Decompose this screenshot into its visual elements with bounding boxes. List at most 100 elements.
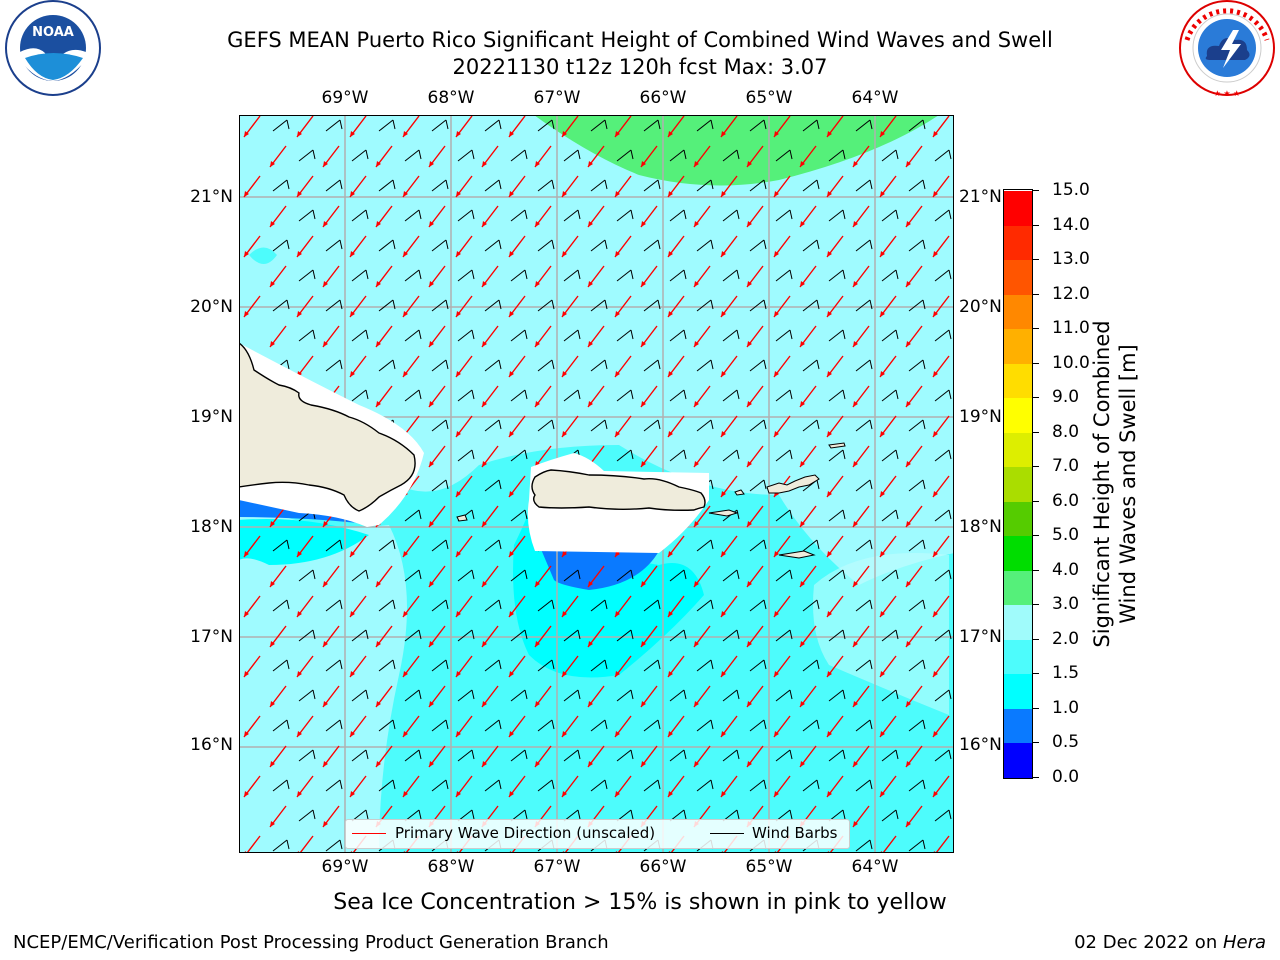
- wind-barb-staff: [908, 119, 923, 131]
- wind-barb-flag: [948, 449, 951, 459]
- wave-direction-arrowhead: [905, 160, 911, 167]
- wave-direction-arrowhead: [720, 250, 726, 257]
- wind-barb-flag: [630, 209, 633, 219]
- wind-barb-staff: [272, 539, 287, 551]
- wind-barb-flag: [551, 179, 554, 189]
- wave-direction-arrowhead: [587, 580, 593, 587]
- wind-barb-flag: [869, 599, 872, 609]
- wind-barb-flag: [524, 389, 527, 399]
- wind-barb-staff: [378, 719, 393, 731]
- colorbar-tick-mark: [1033, 259, 1039, 261]
- wave-direction-arrowhead: [428, 220, 434, 227]
- wind-barb-flag: [286, 659, 289, 669]
- wind-barb-flag: [657, 719, 660, 729]
- wave-direction-arrowhead: [693, 400, 699, 407]
- wind-barb-flag: [577, 809, 580, 819]
- wind-barb-flag: [922, 119, 925, 129]
- wind-barb-flag: [789, 509, 792, 519]
- wind-barb-flag: [365, 209, 368, 219]
- wind-barb-staff: [908, 419, 923, 431]
- wave-direction-arrowhead: [720, 310, 726, 317]
- wave-direction-arrowhead: [508, 730, 514, 737]
- wave-direction-arrowhead: [322, 220, 328, 227]
- colorbar-tick-mark: [1033, 397, 1039, 399]
- colorbar-title-line1: Significant Height of Combined: [1090, 320, 1114, 648]
- wind-barb-staff: [908, 179, 923, 191]
- wave-direction-arrowhead: [534, 580, 540, 587]
- wind-barb-staff: [616, 209, 631, 221]
- wind-barb-flag: [763, 599, 766, 609]
- wave-direction-arrowhead: [693, 460, 699, 467]
- wind-barb-staff: [749, 299, 764, 311]
- colorbar-tick-label: 13.0: [1052, 249, 1090, 270]
- wind-barb-staff: [484, 119, 499, 131]
- wind-barb-flag: [471, 509, 474, 519]
- wind-barb-staff: [404, 149, 419, 161]
- lat-label-left: 20°N: [190, 297, 233, 317]
- wind-barb-staff: [431, 239, 446, 251]
- wind-barb-staff: [722, 449, 737, 461]
- wave-direction-arrowhead: [799, 460, 805, 467]
- wave-direction-arrowhead: [693, 340, 699, 347]
- wind-barb-staff: [749, 779, 764, 791]
- wind-barb-staff: [749, 539, 764, 551]
- wave-direction-arrowhead: [746, 640, 752, 647]
- wind-barb-flag: [312, 269, 315, 279]
- wind-barb-staff: [775, 749, 790, 761]
- wind-barb-flag: [312, 149, 315, 159]
- wind-barb-flag: [445, 479, 448, 489]
- wind-barb-staff: [643, 719, 658, 731]
- wind-barb-staff: [643, 419, 658, 431]
- wind-barb-staff: [855, 239, 870, 251]
- wind-barb-flag: [339, 119, 342, 129]
- wind-barb-flag: [524, 689, 527, 699]
- wind-barb-staff: [881, 269, 896, 281]
- wind-barb-staff: [775, 149, 790, 161]
- wave-direction-arrowhead: [879, 490, 885, 497]
- wind-barb-staff: [828, 149, 843, 161]
- wind-barb-flag: [895, 629, 898, 639]
- wind-barb-flag: [736, 509, 739, 519]
- wind-barb-flag: [789, 569, 792, 579]
- wind-barb-staff: [510, 149, 525, 161]
- wind-barb-staff: [775, 449, 790, 461]
- wave-direction-arrowhead: [799, 580, 805, 587]
- wind-barb-flag: [922, 299, 925, 309]
- wind-barb-staff: [298, 749, 313, 761]
- colorbar-tick-label: 10.0: [1052, 352, 1090, 373]
- wind-barb-staff: [378, 179, 393, 191]
- lat-label-left: 19°N: [190, 407, 233, 427]
- wind-barb-flag: [445, 659, 448, 669]
- wind-barb-staff: [590, 779, 605, 791]
- wind-barb-flag: [551, 779, 554, 789]
- wind-barb-flag: [604, 119, 607, 129]
- wind-barb-flag: [842, 329, 845, 339]
- wind-barb-staff: [934, 569, 949, 581]
- wave-direction-arrowhead: [455, 670, 461, 677]
- wind-barb-staff: [696, 299, 711, 311]
- wind-barb-staff: [669, 749, 684, 761]
- wave-direction-arrowhead: [746, 580, 752, 587]
- wave-direction-arrowhead: [667, 250, 673, 257]
- wave-direction-arrowhead: [428, 640, 434, 647]
- wave-direction-arrowhead: [508, 250, 514, 257]
- wave-direction-arrowhead: [561, 430, 567, 437]
- wave-direction-arrowhead: [296, 250, 302, 257]
- wave-direction-arrowhead: [508, 310, 514, 317]
- wind-barb-flag: [710, 779, 713, 789]
- wave-direction-arrowhead: [826, 790, 832, 797]
- map-area[interactable]: Primary Wave Direction (unscaled) Wind B…: [239, 115, 954, 853]
- wave-direction-arrow: [935, 835, 950, 852]
- wind-barb-flag: [392, 599, 395, 609]
- wave-direction-arrowhead: [349, 250, 355, 257]
- wind-barb-flag: [763, 179, 766, 189]
- wind-barb-flag: [286, 359, 289, 369]
- wind-barb-staff: [908, 479, 923, 491]
- wind-barb-staff: [934, 209, 949, 221]
- lat-label-right: 19°N: [959, 407, 1002, 427]
- lat-label-left: 21°N: [190, 187, 233, 207]
- wind-barb-flag: [763, 119, 766, 129]
- wind-barb-staff: [431, 119, 446, 131]
- lon-label-bottom: 68°W: [427, 857, 475, 877]
- lon-label-bottom: 65°W: [745, 857, 793, 877]
